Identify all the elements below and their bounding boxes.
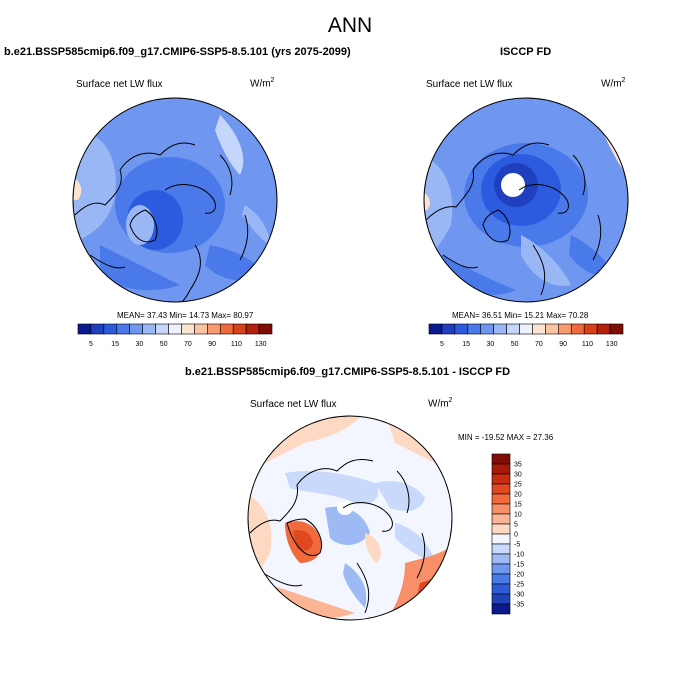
panel1-colorbar-box	[232, 323, 247, 335]
panel2-colorbar-tick-label: 110	[582, 341, 593, 348]
panel3-colorbar-tick-label: -20	[514, 572, 524, 579]
panel3-colorbar-tick-label: -10	[514, 552, 524, 559]
panel1-colorbar: 5 15 30 50 70 90 110 130	[77, 323, 273, 348]
panel2-units: W/m2	[601, 77, 626, 90]
panel1-colorbar-box	[245, 323, 260, 335]
panel3-colorbar-tick-label: -35	[514, 602, 524, 609]
panel1-variable-label: Surface net LW flux	[76, 79, 163, 90]
panel3-colorbar-tick-label: 15	[514, 502, 522, 509]
panel3-colorbar-box	[491, 583, 511, 595]
panel2-colorbar: 5 15 30 50 70 90 110 130	[428, 323, 624, 348]
panel2-colorbar-tick-label: 90	[559, 341, 567, 348]
panel2-colorbar-box	[506, 323, 520, 335]
panel3-colorbar-tick-label: 35	[514, 462, 522, 469]
panel3-colorbar-tick-label: 20	[514, 492, 522, 499]
panel2-colorbar-box	[519, 323, 533, 335]
panel2-colorbar-tick-label: 30	[487, 341, 495, 348]
panel3-stats: MIN = -19.52 MAX = 27.36	[458, 433, 554, 442]
panel3-colorbar-box	[491, 593, 511, 605]
panel3-colorbar-box	[491, 553, 511, 565]
panel1-colorbar-tick-label: 110	[231, 341, 242, 348]
panel3-colorbar-tick-label: 30	[514, 472, 522, 479]
panel3-colorbar-box	[491, 473, 511, 485]
panel1-colorbar-box	[116, 323, 131, 335]
panel1-colorbar-box	[207, 323, 221, 335]
panel1-stats: MEAN= 37.43 Min= 14.73 Max= 80.97	[117, 311, 254, 320]
panel1-colorbar-box	[142, 323, 156, 335]
panel2-colorbar-box	[480, 323, 494, 335]
panel3-colorbar-tick-label: -5	[514, 542, 520, 549]
panel3-colorbar-box	[491, 453, 511, 465]
panel1-colorbar-tick-label: 30	[136, 341, 144, 348]
panel3-colorbar-box	[491, 503, 511, 515]
panel3-colorbar-tick-label: 0	[514, 532, 518, 539]
panel2-colorbar-tick-label: 70	[535, 341, 543, 348]
panel3-colorbar-tick-label: -30	[514, 592, 524, 599]
panel2-colorbar-box	[545, 323, 559, 335]
panel2-colorbar-box	[558, 323, 572, 335]
panel2-colorbar-box	[532, 323, 546, 335]
panel3-colorbar-box	[491, 513, 511, 525]
page-title: ANN	[327, 14, 373, 37]
panel2-colorbar-box	[441, 323, 456, 335]
panel2-colorbar-box	[596, 323, 611, 335]
panel3-colorbar-tick-label: 10	[514, 512, 522, 519]
panel2-colorbar-tick-label: 130	[606, 341, 618, 348]
panel1-colorbar-box	[168, 323, 182, 335]
panel2-colorbar-box	[570, 323, 585, 335]
panel1-colorbar-tick-label: 90	[208, 341, 216, 348]
panel3-colorbar-box	[491, 483, 511, 495]
panel3-units: W/m2	[428, 397, 453, 410]
panel1-colorbar-tick-label: 70	[184, 341, 192, 348]
panel1-colorbar-tick-label: 15	[111, 341, 119, 348]
panel1-colorbar-box	[77, 323, 92, 335]
panel2-colorbar-box	[583, 323, 598, 335]
panel1-polar-map	[72, 97, 278, 303]
panel1-colorbar-tick-label: 50	[160, 341, 168, 348]
panel3-colorbar-tick-label: 25	[514, 482, 522, 489]
panel3-colorbar-box	[491, 523, 511, 535]
panel3-case-title: b.e21.BSSP585cmip6.f09_g17.CMIP6-SSP5-8.…	[185, 366, 511, 378]
panel2-colorbar-tick-label: 5	[440, 341, 444, 348]
panel3-colorbar-tick-label: 5	[514, 522, 518, 529]
panel3-colorbar-tick-label: -15	[514, 562, 524, 569]
panel1-colorbar-tick-label: 130	[255, 341, 267, 348]
panel2-colorbar-box	[609, 323, 624, 335]
panel2-polar-map	[423, 97, 629, 303]
panel1-colorbar-box	[155, 323, 169, 335]
panel2-colorbar-box	[467, 323, 482, 335]
panel1-colorbar-box	[258, 323, 273, 335]
panel1-colorbar-box	[129, 323, 143, 335]
panel2-colorbar-box	[454, 323, 469, 335]
panel2-case-title: ISCCP FD	[500, 46, 552, 58]
panel3-colorbar: 35 30 25 20 15 10 5 0 -5 -10 -15 -20 -25 -30 -35	[491, 453, 524, 615]
panel3-colorbar-box	[491, 533, 511, 545]
panel2-stats: MEAN= 36.51 Min= 15.21 Max= 70.28	[452, 311, 589, 320]
panel3-colorbar-box	[491, 543, 511, 555]
panel3-colorbar-box	[491, 493, 511, 505]
panel3-colorbar-box	[491, 463, 511, 475]
panel2-colorbar-tick-label: 15	[462, 341, 470, 348]
panel3-colorbar-box	[491, 563, 511, 575]
panel1-colorbar-box	[181, 323, 195, 335]
panel1-colorbar-box	[90, 323, 105, 335]
panel2-colorbar-tick-label: 50	[511, 341, 519, 348]
panel3-colorbar-tick-label: -25	[514, 582, 524, 589]
panel1-colorbar-box	[219, 323, 234, 335]
panel1-colorbar-box	[103, 323, 118, 335]
panel1-colorbar-box	[194, 323, 208, 335]
panel2-colorbar-box	[493, 323, 507, 335]
panel3-variable-label: Surface net LW flux	[250, 399, 337, 410]
panel3-colorbar-box	[491, 603, 511, 615]
panel2-colorbar-box	[428, 323, 443, 335]
panel3-colorbar-box	[491, 573, 511, 585]
panel1-case-title: b.e21.BSSP585cmip6.f09_g17.CMIP6-SSP5-8.…	[4, 46, 351, 58]
panel1-colorbar-tick-label: 5	[89, 341, 93, 348]
panel3-polar-map	[247, 415, 453, 621]
panel2-variable-label: Surface net LW flux	[426, 79, 513, 90]
panel1-units: W/m2	[250, 77, 275, 90]
